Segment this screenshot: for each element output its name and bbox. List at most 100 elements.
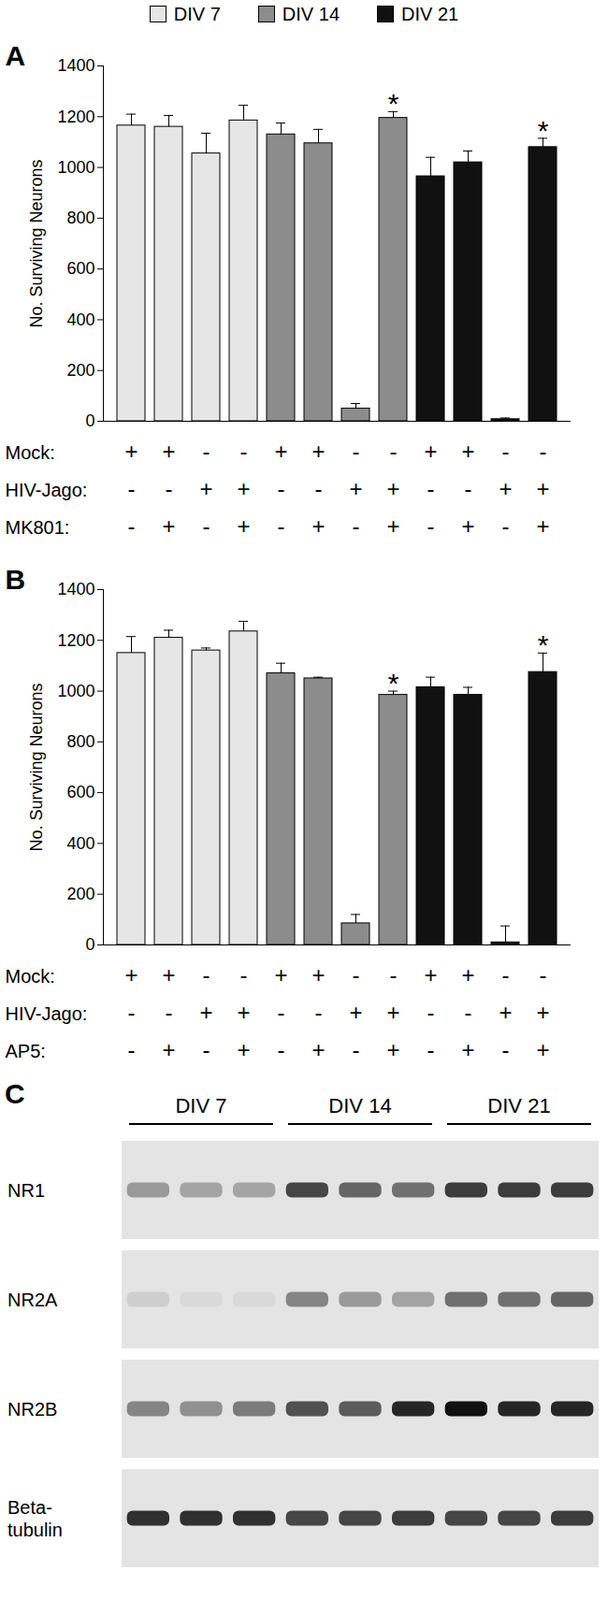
svg-text:NR2A: NR2A — [7, 1289, 58, 1311]
svg-text:-: - — [502, 513, 510, 539]
svg-text:0: 0 — [85, 935, 95, 955]
svg-text:+: + — [386, 513, 400, 539]
svg-text:DIV 14: DIV 14 — [328, 1094, 391, 1118]
svg-text:-: - — [128, 999, 136, 1026]
svg-text:+: + — [386, 1037, 400, 1063]
svg-text:HIV-Jago:: HIV-Jago: — [5, 1003, 88, 1025]
svg-text:+: + — [161, 438, 175, 464]
svg-text:-: - — [240, 438, 248, 464]
svg-text:*: * — [388, 87, 400, 119]
svg-text:-: - — [202, 513, 211, 539]
svg-text:+: + — [124, 438, 138, 464]
svg-text:-: - — [165, 999, 174, 1026]
svg-text:*: * — [537, 629, 550, 661]
svg-text:-: - — [502, 962, 510, 988]
svg-text:1200: 1200 — [57, 631, 95, 651]
svg-text:-: - — [315, 476, 323, 502]
svg-text:+: + — [161, 513, 175, 539]
svg-text:+: + — [311, 513, 325, 539]
svg-text:+: + — [199, 476, 213, 502]
svg-text:MK801:: MK801: — [5, 517, 71, 538]
svg-text:AP5:: AP5: — [5, 1041, 46, 1062]
svg-text:-: - — [427, 513, 435, 539]
svg-text:-: - — [277, 476, 286, 502]
svg-text:800: 800 — [66, 208, 95, 228]
svg-text:+: + — [535, 513, 550, 539]
svg-text:-: - — [128, 513, 136, 539]
svg-text:-: - — [427, 476, 435, 502]
svg-text:1000: 1000 — [57, 158, 95, 177]
svg-text:+: + — [274, 438, 288, 464]
svg-text:+: + — [461, 438, 475, 464]
svg-text:Mock:: Mock: — [5, 442, 56, 464]
svg-text:+: + — [348, 999, 362, 1026]
svg-text:+: + — [386, 476, 400, 502]
svg-text:-: - — [277, 513, 286, 539]
svg-text:+: + — [236, 513, 250, 539]
svg-text:+: + — [386, 999, 400, 1026]
svg-text:200: 200 — [66, 361, 95, 380]
svg-text:+: + — [311, 438, 325, 464]
svg-text:-: - — [277, 1037, 286, 1063]
svg-text:+: + — [124, 962, 138, 988]
svg-text:-: - — [315, 999, 323, 1026]
svg-text:-: - — [427, 999, 435, 1026]
svg-text:-: - — [539, 962, 548, 988]
svg-text:+: + — [498, 999, 512, 1026]
svg-text:1400: 1400 — [57, 56, 95, 75]
svg-text:+: + — [311, 1037, 325, 1063]
svg-text:C: C — [4, 1078, 26, 1110]
svg-text:A: A — [5, 40, 27, 72]
svg-text:-: - — [464, 476, 473, 502]
svg-text:200: 200 — [66, 884, 95, 904]
svg-text:*: * — [388, 667, 400, 699]
svg-text:-: - — [352, 1037, 361, 1063]
svg-text:-: - — [352, 438, 361, 464]
svg-text:-: - — [427, 1037, 435, 1063]
svg-text:HIV-Jago:: HIV-Jago: — [5, 479, 88, 501]
svg-text:DIV 7: DIV 7 — [174, 1094, 227, 1118]
svg-text:-: - — [202, 438, 211, 464]
svg-text:-: - — [539, 438, 548, 464]
svg-text:-: - — [352, 513, 361, 539]
svg-text:+: + — [236, 476, 250, 502]
svg-text:+: + — [461, 513, 475, 539]
svg-text:*: * — [537, 115, 550, 146]
svg-text:No. Surviving Neurons: No. Surviving Neurons — [27, 682, 46, 852]
svg-text:1200: 1200 — [57, 107, 95, 127]
svg-text:Mock:: Mock: — [5, 966, 56, 987]
svg-text:0: 0 — [85, 411, 95, 431]
svg-text:-: - — [390, 438, 398, 464]
svg-text:+: + — [535, 999, 550, 1026]
svg-text:+: + — [498, 476, 512, 502]
svg-text:+: + — [161, 1037, 175, 1063]
svg-text:1000: 1000 — [57, 681, 95, 701]
svg-text:600: 600 — [66, 259, 95, 278]
svg-text:+: + — [311, 962, 325, 988]
svg-text:-: - — [128, 476, 136, 502]
svg-text:-: - — [202, 1037, 211, 1063]
svg-text:600: 600 — [66, 782, 95, 802]
svg-text:NR1: NR1 — [7, 1180, 45, 1202]
svg-text:-: - — [464, 999, 473, 1026]
svg-text:+: + — [236, 1037, 250, 1063]
svg-text:-: - — [165, 476, 174, 502]
svg-text:No. Surviving Neurons: No. Surviving Neurons — [27, 159, 46, 328]
svg-text:+: + — [274, 962, 288, 988]
svg-text:-: - — [390, 962, 398, 988]
svg-text:1400: 1400 — [57, 579, 95, 599]
svg-text:-: - — [202, 962, 211, 988]
svg-text:+: + — [199, 999, 213, 1026]
svg-text:-: - — [352, 962, 361, 988]
svg-text:+: + — [236, 999, 250, 1026]
svg-text:+: + — [161, 962, 175, 988]
svg-text:+: + — [461, 962, 475, 988]
svg-text:800: 800 — [66, 732, 95, 752]
svg-text:NR2B: NR2B — [7, 1399, 58, 1420]
svg-text:-: - — [240, 962, 248, 988]
svg-text:+: + — [535, 1037, 550, 1063]
svg-text:400: 400 — [66, 834, 95, 854]
svg-text:-: - — [277, 999, 286, 1026]
svg-text:+: + — [423, 438, 437, 464]
svg-text:-: - — [502, 1037, 510, 1063]
